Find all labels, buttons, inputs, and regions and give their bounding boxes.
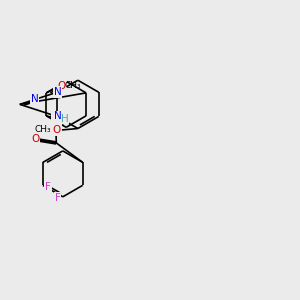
Text: F: F: [45, 182, 51, 191]
Text: N: N: [54, 111, 61, 122]
Text: O: O: [31, 134, 39, 144]
Text: H: H: [61, 114, 68, 124]
Text: N: N: [54, 87, 61, 97]
Text: N: N: [31, 94, 38, 104]
Text: CH₃: CH₃: [65, 81, 81, 90]
Text: F: F: [55, 193, 60, 203]
Text: CH₃: CH₃: [34, 125, 51, 134]
Text: O: O: [58, 81, 66, 91]
Text: O: O: [53, 125, 61, 135]
Text: N: N: [52, 114, 60, 124]
